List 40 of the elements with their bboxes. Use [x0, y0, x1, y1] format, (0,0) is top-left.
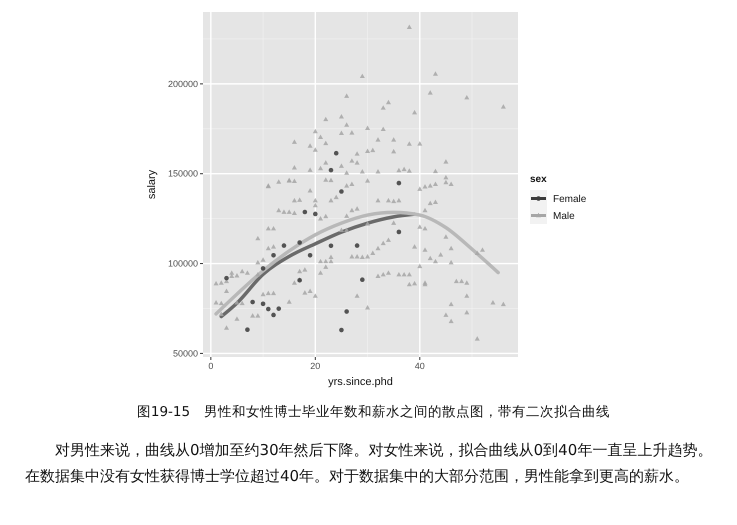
point — [260, 302, 266, 306]
point — [360, 277, 365, 282]
point — [245, 327, 250, 332]
point — [224, 276, 229, 280]
point — [344, 309, 349, 314]
point — [339, 328, 344, 332]
point — [302, 210, 308, 214]
point — [266, 306, 271, 312]
point — [396, 230, 402, 234]
point — [339, 189, 344, 194]
point — [396, 180, 402, 186]
x-tick-label: 20 — [310, 361, 320, 371]
point — [354, 243, 360, 248]
point — [250, 300, 255, 304]
legend-label: Male — [553, 211, 576, 222]
x-tick-label: 0 — [208, 361, 214, 371]
point — [334, 150, 339, 156]
point — [282, 243, 286, 248]
x-tick-label: 40 — [414, 361, 425, 371]
text: 对男性来说，曲线从0增加至约30年然后下降。对女性来说，拟合曲线从0到40年一直呈上升趋势。在数据集中没有女性获得博士学位超过40年。对于数据集中的大部分范围，男性能拿到更高的薪水。 — [25, 441, 712, 485]
line-series — [214, 210, 500, 316]
y-tick-label: 100000 — [168, 258, 198, 269]
line-series — [220, 212, 416, 318]
point — [260, 266, 266, 271]
y-tick-label: 150000 — [168, 168, 198, 179]
legend-label: Female — [553, 194, 587, 205]
legend-title: sex — [530, 174, 548, 185]
point — [328, 168, 334, 172]
point — [276, 306, 282, 311]
point — [313, 212, 318, 216]
point — [271, 312, 276, 318]
y-tick-label: 200000 — [168, 78, 198, 89]
point — [271, 252, 276, 258]
x-axis-title: yrs.since.phd — [328, 376, 393, 388]
y-axis-title: salary — [146, 169, 158, 200]
caption: 图19-15 男性和女性博士毕业年数和薪水之间的散点图，带有二次拟合曲线 — [136, 404, 610, 420]
point — [328, 243, 334, 248]
point — [308, 252, 312, 258]
point — [297, 240, 302, 245]
y-tick-label: 50000 — [172, 348, 198, 358]
